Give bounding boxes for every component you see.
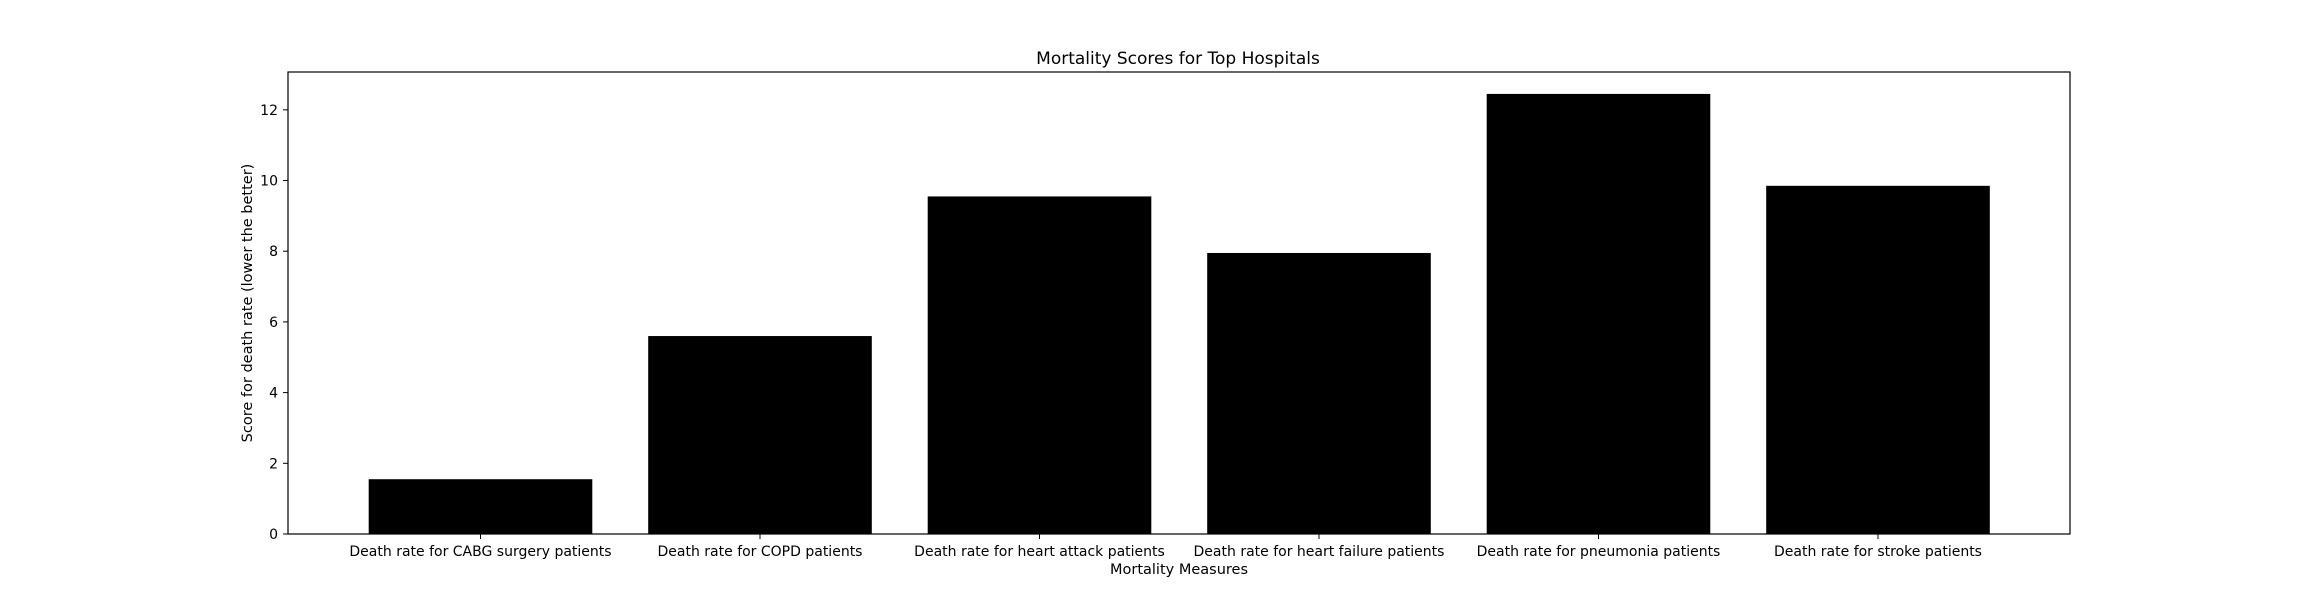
x-tick-label-3: Death rate for heart failure patients xyxy=(1194,544,1445,560)
plot-frame xyxy=(287,71,2071,535)
y-tick-label-4: 8 xyxy=(269,244,278,260)
bars-group xyxy=(368,93,1990,535)
bar-5 xyxy=(1766,185,1990,534)
y-tick-label-3: 6 xyxy=(269,315,278,331)
x-tick-label-0: Death rate for CABG surgery patients xyxy=(349,544,611,560)
bar-3 xyxy=(1207,252,1431,534)
bar-2 xyxy=(927,196,1152,534)
bar-1 xyxy=(648,336,872,534)
y-axis-label: Score for death rate (lower the better) xyxy=(240,164,256,443)
x-tick-label-4: Death rate for pneumonia patients xyxy=(1477,544,1721,560)
x-axis-ticks: Death rate for CABG surgery patients Deat… xyxy=(349,534,1982,560)
y-tick-label-6: 12 xyxy=(260,103,278,119)
y-axis-ticks: 0 2 4 6 8 10 12 xyxy=(260,103,288,543)
x-tick-label-1: Death rate for COPD patients xyxy=(658,544,863,560)
bar-0 xyxy=(368,479,593,534)
bar-4 xyxy=(1486,93,1711,535)
chart-title: Mortality Scores for Top Hospitals xyxy=(1036,49,1320,69)
y-tick-label-2: 4 xyxy=(269,386,278,402)
y-tick-label-0: 0 xyxy=(269,527,278,543)
y-tick-label-5: 10 xyxy=(260,174,278,190)
x-axis-label: Mortality Measures xyxy=(1110,562,1248,578)
x-tick-label-5: Death rate for stroke patients xyxy=(1774,544,1982,560)
y-tick-label-1: 2 xyxy=(269,456,278,472)
x-tick-label-2: Death rate for heart attack patients xyxy=(914,544,1165,560)
